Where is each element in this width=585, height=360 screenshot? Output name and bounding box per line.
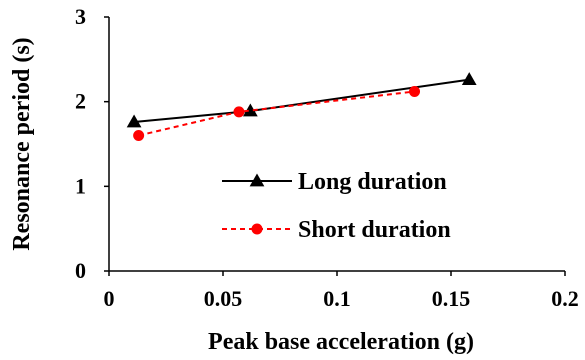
legend-item-short-duration: Short duration [222,217,451,243]
axes [104,16,566,276]
series-short-duration [133,86,421,142]
data-point-long-duration [461,72,477,86]
y-tick-label: 2 [75,89,86,114]
x-tick-label: 0.15 [432,286,471,311]
data-point-short-duration [409,86,421,98]
legend-label: Short duration [298,217,451,243]
y-tick-label: 0 [75,258,86,283]
tick-labels: 0 1 2 3 0 0.05 0.1 0.15 0.2 [75,4,579,311]
series-line-long-duration [133,78,470,123]
legend-item-long-duration: Long duration [222,169,447,195]
data-point-short-duration [233,106,245,118]
x-tick-label: 0 [104,286,115,311]
legend: Long duration Short duration [222,169,451,243]
data-point-short-duration [133,130,145,142]
x-tick-label: 0.1 [323,286,351,311]
series-long-duration [126,72,477,128]
data-point-long-duration [126,114,142,128]
legend-label: Long duration [298,169,447,195]
series-layer [126,72,477,142]
legend-swatch-marker [249,173,265,187]
y-tick-label: 3 [75,4,86,29]
series-line-short-duration [138,90,415,137]
legend-swatch-marker [251,223,263,235]
x-tick-label: 0.2 [551,286,579,311]
x-tick-label: 0.05 [204,286,243,311]
y-tick-label: 1 [75,173,86,198]
y-axis-title: Resonance period (s) [9,37,35,250]
x-axis-title: Peak base acceleration (g) [208,329,474,355]
